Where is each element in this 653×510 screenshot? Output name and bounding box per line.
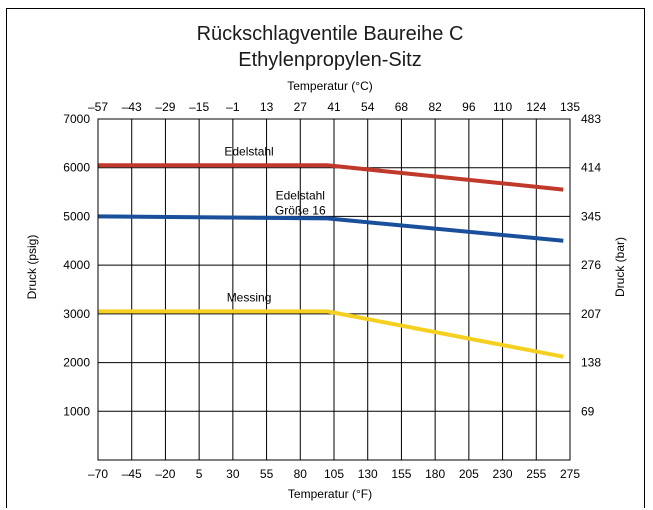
chart-title-line-2: Ethylenpropylen-Sitz xyxy=(238,49,421,71)
chart-title: Rückschlagventile Baureihe C Ethylenpropy… xyxy=(197,23,464,71)
x-bottom-tick-label: 205 xyxy=(459,467,479,481)
y-left-tick-label: 1000 xyxy=(63,404,90,418)
x-top-tick-label: –57 xyxy=(88,100,108,114)
y-right-tick-label: 345 xyxy=(581,209,601,223)
y-left-tick-label: 5000 xyxy=(63,209,90,223)
x-top-tick-label: 27 xyxy=(294,100,308,114)
chart-frame xyxy=(6,8,645,508)
y-right-tick-label: 483 xyxy=(581,112,601,126)
y-right-tick-label: 276 xyxy=(581,258,601,272)
series-annotation-2: Edelstahl xyxy=(276,188,325,202)
x-top-tick-label: –15 xyxy=(189,100,209,114)
y-left-tick-label: 2000 xyxy=(63,356,90,370)
x-bottom-tick-label: 275 xyxy=(560,467,580,481)
x-top-tick-label: –29 xyxy=(155,100,175,114)
x-top-tick-label: 13 xyxy=(260,100,274,114)
series-lines xyxy=(97,163,564,359)
x-top-tick-label: –43 xyxy=(122,100,142,114)
x-top-tick-label: 82 xyxy=(428,100,442,114)
y-right-tick-label: 138 xyxy=(581,356,601,370)
series-annotation-1: Edelstahl xyxy=(224,145,273,159)
x-bottom-tick-label: 180 xyxy=(425,467,445,481)
x-bottom-tick-label: 105 xyxy=(324,467,344,481)
x-bottom-tick-label: 30 xyxy=(226,467,240,481)
x-bottom-tick-label: 255 xyxy=(526,467,546,481)
x-top-tick-label: 41 xyxy=(327,100,341,114)
x-bottom-tick-label: 55 xyxy=(260,467,274,481)
chart-title-line-1: Rückschlagventile Baureihe C xyxy=(197,23,464,45)
x-bottom-axis-label: Temperatur (°F) xyxy=(288,487,372,501)
series-annotation-3: Messing xyxy=(227,291,272,305)
y-left-tick-label: 6000 xyxy=(63,161,90,175)
y-left-tick-label: 7000 xyxy=(63,112,90,126)
x-top-tick-label: 110 xyxy=(493,100,512,114)
y-right-tick-label: 414 xyxy=(581,161,601,175)
series-line-1 xyxy=(98,163,564,192)
grid xyxy=(98,119,570,460)
tick-labels: –70 –45 –20 5 30 55 80 105 130 155 180 205 230 255 275… xyxy=(63,100,601,481)
y-left-tick-label: 3000 xyxy=(63,307,90,321)
x-bottom-tick-label: –20 xyxy=(155,467,175,481)
x-top-tick-label: 135 xyxy=(560,100,580,114)
series-line-2 xyxy=(97,214,564,243)
x-top-tick-label: 68 xyxy=(395,100,409,114)
x-top-tick-label: 54 xyxy=(361,100,375,114)
x-bottom-tick-label: 230 xyxy=(493,467,513,481)
y-right-tick-label: 207 xyxy=(581,307,601,321)
series-annotation-2: Größe 16 xyxy=(275,203,326,217)
y-left-tick-label: 4000 xyxy=(63,258,90,272)
series-line-3 xyxy=(98,309,564,359)
x-top-tick-label: 124 xyxy=(526,100,546,114)
x-top-axis-label: Temperatur (°C) xyxy=(287,79,372,93)
x-bottom-tick-label: 130 xyxy=(358,467,378,481)
x-top-tick-label: 96 xyxy=(462,100,476,114)
plot-border xyxy=(97,118,571,461)
y-right-axis-label: Druck (bar) xyxy=(613,237,627,297)
x-bottom-tick-label: –70 xyxy=(88,467,108,481)
x-bottom-tick-label: –45 xyxy=(122,467,142,481)
x-bottom-tick-label: 5 xyxy=(196,467,203,481)
x-top-tick-label: –1 xyxy=(226,100,240,114)
x-bottom-tick-label: 155 xyxy=(391,467,411,481)
x-bottom-tick-label: 80 xyxy=(294,467,308,481)
y-left-axis-label: Druck (psig) xyxy=(25,235,39,300)
y-right-tick-label: 69 xyxy=(581,404,595,418)
